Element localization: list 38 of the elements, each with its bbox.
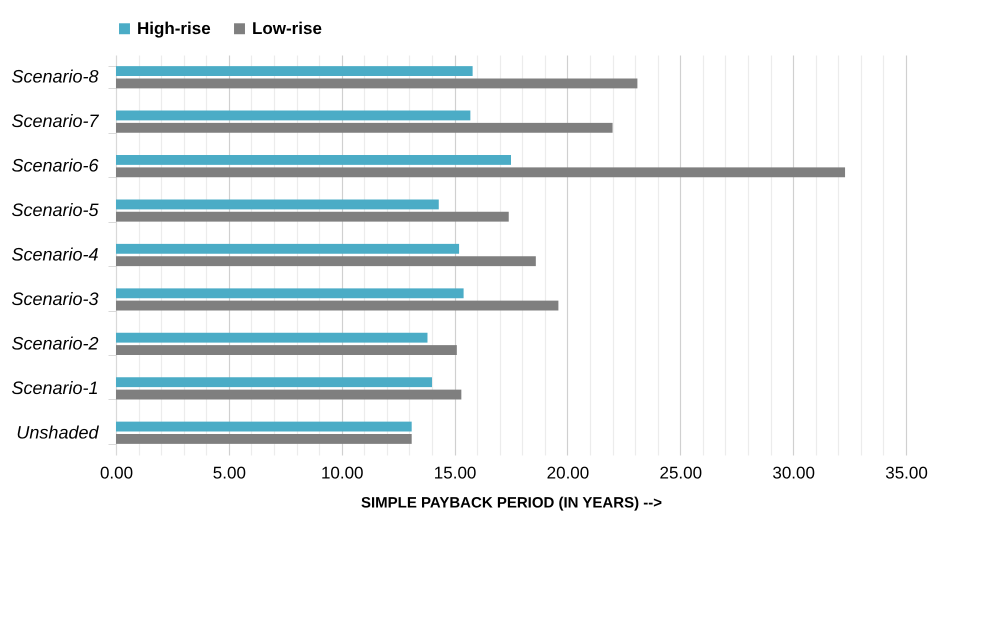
bar xyxy=(116,167,846,178)
x-tick-label: 20.00 xyxy=(546,464,590,482)
bar xyxy=(116,244,460,254)
bar xyxy=(116,110,470,120)
bar xyxy=(116,199,439,210)
x-tick-label: 25.00 xyxy=(660,464,702,482)
bar xyxy=(116,390,462,400)
bar xyxy=(116,212,509,222)
y-tick-label: Scenario-4 xyxy=(11,244,98,264)
bar xyxy=(116,434,412,444)
bar xyxy=(116,78,638,88)
x-tick-label: 5.00 xyxy=(212,464,246,482)
bar xyxy=(116,345,457,355)
bar xyxy=(116,422,412,432)
bar xyxy=(116,155,511,165)
bar xyxy=(116,332,428,343)
legend-label: High-rise xyxy=(137,18,211,38)
y-tick-label: Scenario-7 xyxy=(11,111,100,132)
bar xyxy=(116,66,473,76)
legend-label: Low-rise xyxy=(252,18,322,38)
y-tick-label: Scenario-2 xyxy=(11,333,98,354)
y-tick-label: Scenario-3 xyxy=(11,288,98,309)
y-tick-label: Unshaded xyxy=(16,422,100,442)
x-axis-title: SIMPLE PAYBACK PERIOD (IN YEARS) --> xyxy=(360,494,662,512)
y-tick-label: Scenario-1 xyxy=(11,378,98,398)
x-tick-label: 0.00 xyxy=(100,464,134,482)
y-tick-label: Scenario-5 xyxy=(11,200,100,220)
bar xyxy=(116,288,464,298)
x-tick-label: 10.00 xyxy=(320,464,364,482)
bar xyxy=(116,300,558,311)
bar xyxy=(116,256,536,266)
x-tick-label: 15.00 xyxy=(434,464,476,482)
x-tick-label: 30.00 xyxy=(772,464,815,482)
y-tick-label: Scenario-6 xyxy=(11,156,100,176)
y-tick-label: Scenario-8 xyxy=(11,66,98,87)
bar xyxy=(116,122,613,133)
x-tick-label: 35.00 xyxy=(885,464,928,482)
bar xyxy=(116,377,432,388)
